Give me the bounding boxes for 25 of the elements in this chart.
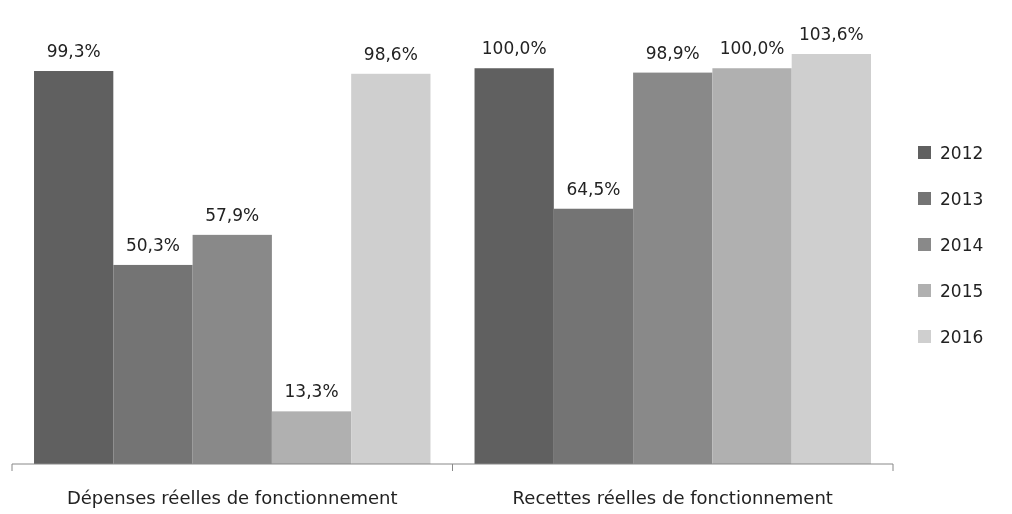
bar: [712, 68, 792, 464]
data-label: 50,3%: [125, 234, 180, 255]
data-label: 103,6%: [798, 24, 864, 44]
bar: [34, 71, 114, 464]
x-tick-label: Recettes réelles de fonctionnement: [512, 487, 833, 508]
data-label: 64,5%: [566, 178, 621, 199]
data-label: 100,0%: [719, 38, 785, 59]
bar: [474, 68, 554, 464]
bar: [271, 411, 352, 464]
bar: [351, 73, 431, 464]
data-label: 98,9%: [645, 42, 700, 63]
bar: [113, 264, 193, 464]
data-label: 100,0%: [481, 38, 547, 59]
legend-label: 2012: [940, 143, 984, 163]
data-label: 98,6%: [363, 43, 418, 64]
bar: [791, 54, 871, 464]
legend-label: 2014: [940, 235, 984, 255]
legend-label: 2013: [940, 189, 984, 209]
data-label: 99,3%: [46, 41, 101, 62]
bar: [553, 208, 634, 464]
legend-label: 2016: [940, 327, 984, 347]
data-label: 57,9%: [205, 204, 260, 225]
data-label: 13,3%: [284, 381, 339, 402]
legend-label: 2015: [940, 281, 984, 301]
x-tick-label: Dépenses réelles de fonctionnement: [66, 487, 398, 508]
